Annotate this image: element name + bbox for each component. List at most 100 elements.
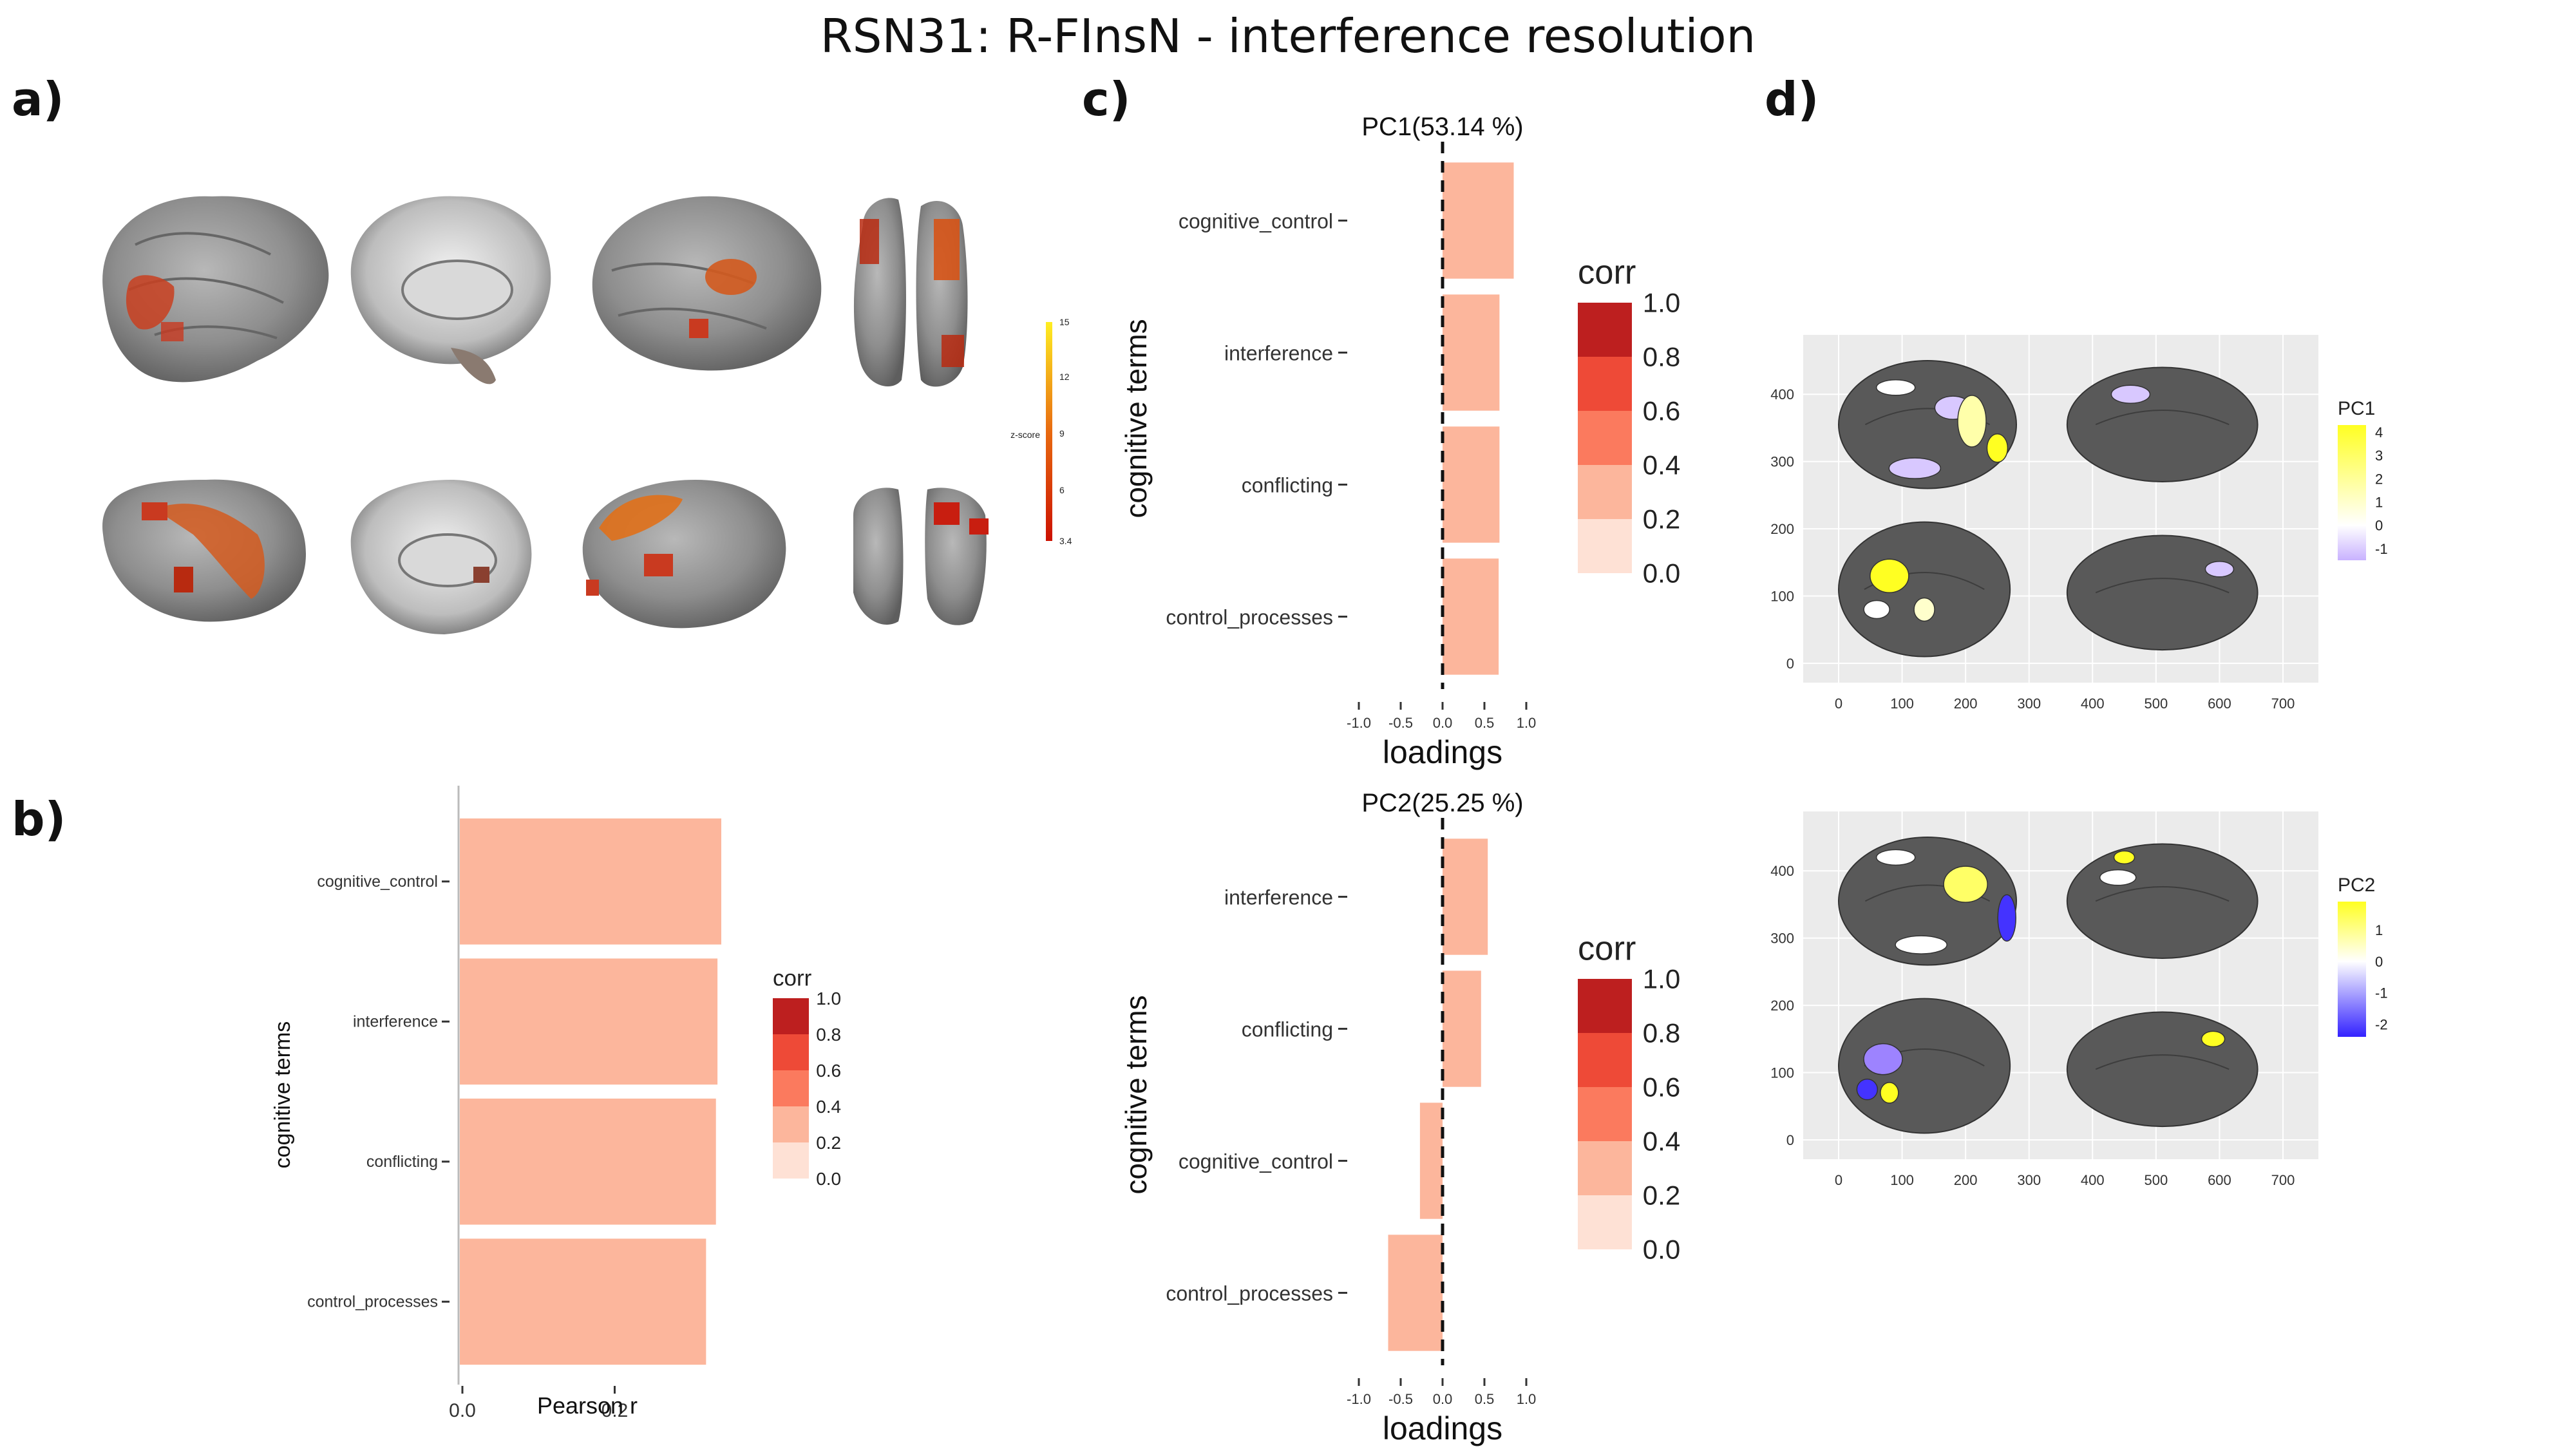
xtick-c1: 0.5	[1475, 715, 1495, 731]
legend-tick-d1: 2	[2375, 471, 2383, 487]
brain-sulcus-d1	[2095, 578, 2230, 594]
chart-c2-pc2: PC2(25.25 %) interference conflicting cogni…	[1119, 789, 1680, 1446]
ytick-c2-control_processes: control_processes	[1166, 1282, 1333, 1305]
c2-legend-swatch	[1578, 1087, 1632, 1141]
zscore-tick-6: 6	[1059, 485, 1065, 495]
bar-b-control_processes	[460, 1238, 706, 1365]
xtick-c2: 0.5	[1475, 1391, 1495, 1407]
region-d1-7	[1863, 600, 1890, 620]
region-d2-4	[2099, 869, 2137, 886]
colorbar-d2	[2338, 902, 2366, 1037]
brain-surface-d2-2	[1838, 998, 2011, 1134]
c1-legend-level: 0.0	[1643, 558, 1680, 589]
brain-posterior-2	[853, 488, 989, 625]
legend-tick-d1: 3	[2375, 448, 2383, 464]
ytick-d2: 100	[1770, 1065, 1794, 1081]
ytick-c1-interference: interference	[1224, 342, 1333, 365]
ytick-b-interference: interference	[353, 1012, 438, 1030]
region-d1-3	[1888, 457, 1942, 479]
xtick-d1: 400	[2081, 696, 2105, 712]
bar-c1-cognitive_control	[1443, 162, 1514, 279]
xtick-c2: 0.0	[1433, 1391, 1453, 1407]
c2-legend-swatch	[1578, 1033, 1632, 1087]
panel-label-b: b)	[12, 792, 66, 846]
c2-legend-level: 1.0	[1643, 964, 1680, 994]
region-d1-2	[1986, 433, 2009, 463]
c2-legend-level: 0.8	[1643, 1018, 1680, 1048]
c1-legend-swatch	[1578, 411, 1632, 465]
region-d2-8	[1880, 1082, 1899, 1104]
xtick-c2: 1.0	[1517, 1391, 1537, 1407]
c2-legend-swatch	[1578, 1195, 1632, 1249]
zscore-tick-9: 9	[1059, 428, 1065, 439]
brain-medial-left-2	[350, 480, 532, 634]
b-legend-level: 0.4	[816, 1097, 841, 1117]
b-legend-swatch	[773, 1106, 809, 1142]
c2-legend-level: 0.6	[1643, 1072, 1680, 1103]
region-d2-0	[1943, 866, 1988, 903]
xtick-d2: 400	[2081, 1172, 2105, 1188]
xtick-d1: 600	[2208, 696, 2231, 712]
ytick-c2-conflicting: conflicting	[1242, 1018, 1333, 1041]
c1-legend-swatch	[1578, 357, 1632, 411]
c1-legend-level: 0.8	[1643, 342, 1680, 372]
xtick-c1: 0.0	[1433, 715, 1453, 731]
b-legend-level: 0.0	[816, 1169, 841, 1189]
bar-b-interference	[460, 958, 718, 1085]
xtick-d1: 100	[1890, 696, 1914, 712]
legend-tick-d2: 1	[2375, 922, 2383, 938]
region-d2-6	[1863, 1043, 1903, 1075]
region-d2-5	[2113, 850, 2136, 865]
xtick-b-0.2: 0.2	[601, 1400, 629, 1421]
map-d2-pc2: 0 100 200 300 400 500 600 700 0 100 200 300 400 PC2 1 0…	[1770, 811, 2388, 1188]
zscore-tick-12: 12	[1059, 372, 1070, 382]
xtick-b-0.0: 0.0	[449, 1400, 476, 1421]
b-legend-title: corr	[773, 965, 812, 990]
c1-legend-level: 0.2	[1643, 504, 1680, 535]
ytick-c2-interference: interference	[1224, 886, 1333, 909]
brain-sulcus-d2	[2095, 1054, 2230, 1070]
xtick-c2: -1.0	[1347, 1391, 1371, 1407]
ytick-c1-conflicting: conflicting	[1242, 474, 1333, 497]
legend-tick-d1: 4	[2375, 424, 2383, 440]
title-c2: PC2(25.25 %)	[1361, 789, 1523, 817]
zscore-colorbar	[1046, 322, 1052, 541]
xtick-d2: 300	[2017, 1172, 2041, 1188]
b-legend-level: 0.2	[816, 1133, 841, 1153]
legend-tick-d2: 0	[2375, 954, 2383, 970]
ytick-d1: 100	[1770, 589, 1794, 605]
region-d2-3	[1875, 849, 1916, 866]
ytick-d1: 200	[1770, 521, 1794, 537]
ytick-d1: 400	[1770, 386, 1794, 402]
ylabel-b: cognitive terms	[270, 1021, 295, 1169]
b-legend-level: 0.6	[816, 1061, 841, 1081]
c2-legend-title: corr	[1578, 930, 1636, 968]
c2-legend-level: 0.0	[1643, 1235, 1680, 1265]
ytick-b-conflicting: conflicting	[366, 1153, 438, 1171]
legend-tick-d1: -1	[2375, 541, 2388, 557]
c2-legend-level: 0.4	[1643, 1126, 1680, 1157]
chart-c1-pc1: PC1(53.14 %) cognitive_control interferenc…	[1119, 113, 1680, 770]
brain-lateral-left-2	[102, 479, 306, 622]
chart-b-pearson: cognitive_control interference conflicting…	[270, 786, 841, 1421]
xtick-d1: 500	[2144, 696, 2168, 712]
region-d2-2	[1895, 935, 1947, 954]
panel-label-a: a)	[12, 72, 64, 126]
brain-lateral-right-1	[592, 196, 822, 371]
figure-title: RSN31: R-FInsN - interference resolution	[820, 9, 1756, 63]
ytick-d2: 0	[1786, 1132, 1794, 1148]
legend-tick-d2: -1	[2375, 985, 2388, 1001]
xtick-d1: 300	[2017, 696, 2041, 712]
ytick-d2: 300	[1770, 931, 1794, 947]
region-d1-5	[2110, 384, 2151, 404]
xtick-d2: 700	[2271, 1172, 2295, 1188]
xtick-c1: -0.5	[1388, 715, 1413, 731]
bar-c2-cognitive_control	[1419, 1103, 1443, 1219]
bar-c2-control_processes	[1388, 1235, 1443, 1351]
ytick-b-cognitive_control: cognitive_control	[317, 873, 438, 891]
region-d1-6	[1870, 558, 1909, 593]
region-d1-4	[1875, 379, 1916, 396]
ylabel-c1: cognitive terms	[1119, 319, 1153, 518]
region-d2-9	[2201, 1030, 2226, 1048]
